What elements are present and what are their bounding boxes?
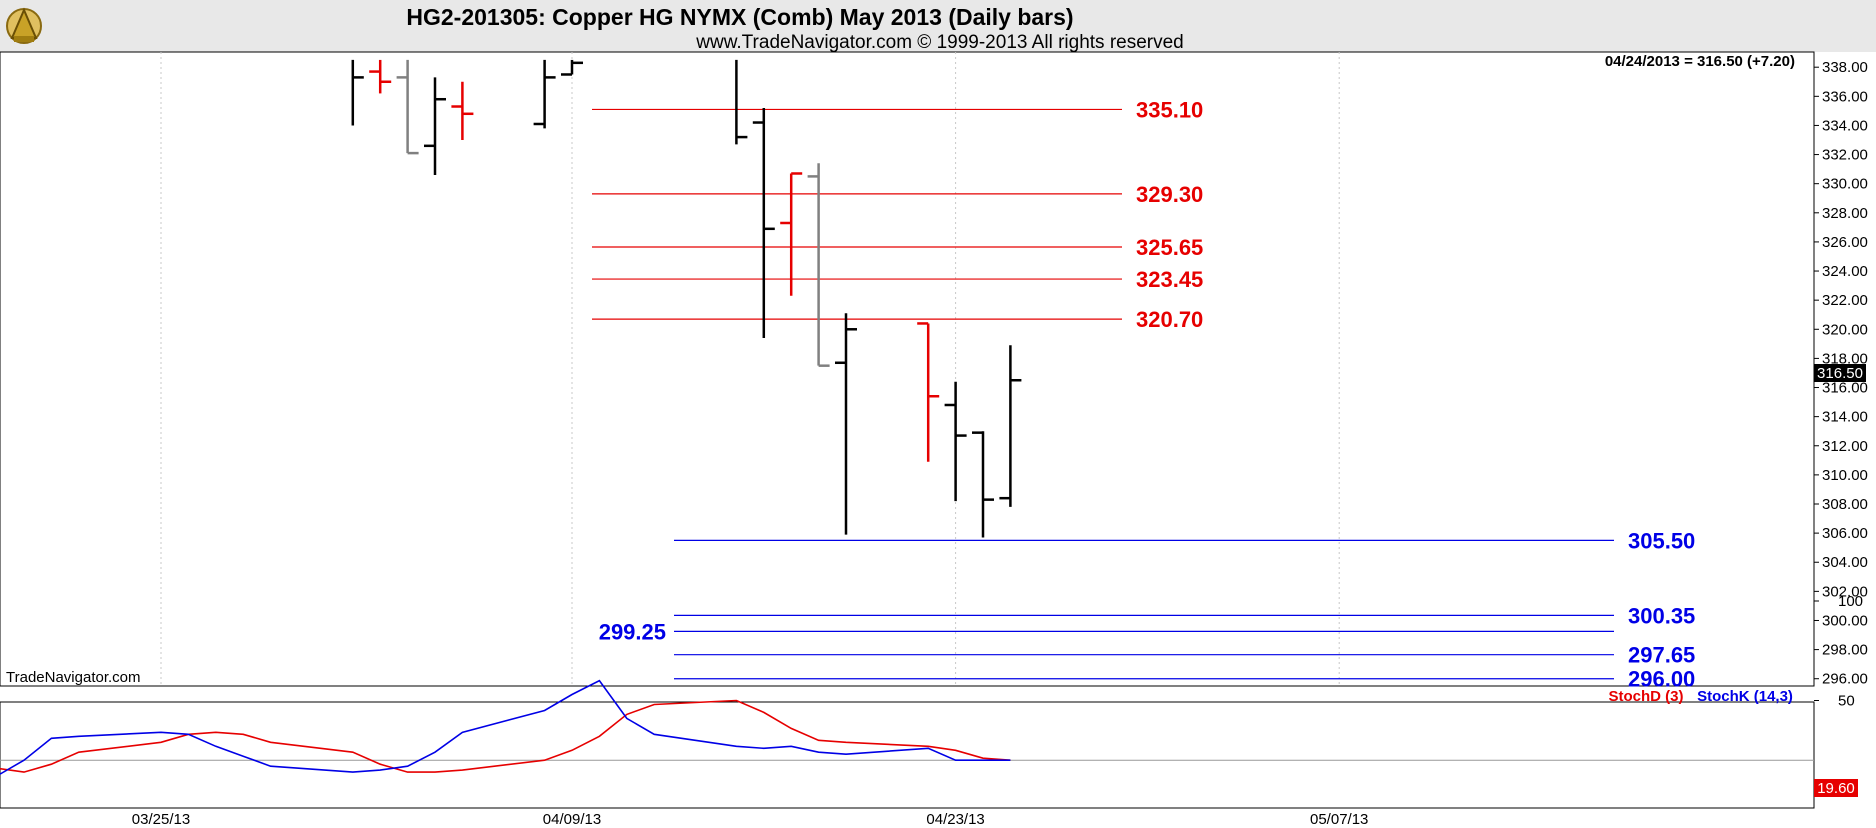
support-label: 299.25 (599, 619, 666, 644)
y-tick-label: 314.00 (1822, 409, 1868, 426)
ohlc-bar (917, 322, 940, 462)
y-tick-label: 324.00 (1822, 263, 1868, 280)
x-tick-label: 05/07/13 (1310, 811, 1368, 828)
y-tick-label: 334.00 (1822, 117, 1868, 134)
y-tick-label: 308.00 (1822, 496, 1868, 513)
ohlc-bar (451, 81, 474, 140)
legend-stochk: StochK (14,3) (1697, 688, 1793, 705)
header-band (0, 0, 1876, 52)
stochastic-panel: 03/25/13 04/09/13 04/23/13 05/07/13 100 50 (0, 593, 1863, 828)
y-tick-label: 322.00 (1822, 292, 1868, 309)
y-tick-label: 320.00 (1822, 321, 1868, 338)
ohlc-bar (561, 59, 583, 76)
y-tick-label: 332.00 (1822, 147, 1868, 164)
ohlc-bar (369, 59, 392, 94)
resistance-label: 329.30 (1136, 182, 1203, 207)
y-tick-label: 336.00 (1822, 88, 1868, 105)
stoch-series-line (0, 699, 1011, 773)
y-tick-label: 328.00 (1822, 205, 1868, 222)
y-tick-label: 304.00 (1822, 554, 1868, 571)
resistance-label: 335.10 (1136, 97, 1203, 122)
y-tick-label: 312.00 (1822, 438, 1868, 455)
price-tag: 316.50 (1814, 364, 1866, 382)
ohlc-bar (351, 59, 364, 126)
support-label: 305.50 (1628, 528, 1695, 553)
sextant-logo-icon (6, 7, 42, 44)
y-tick-label: 300.00 (1822, 612, 1868, 629)
watermark: TradeNavigator.com (6, 669, 141, 686)
ohlc-bar (944, 381, 967, 502)
ohlc-bar (972, 431, 994, 538)
stoch-tick-label: 100 (1838, 593, 1863, 610)
support-label: 297.65 (1628, 643, 1695, 668)
ohlc-bar (396, 59, 419, 155)
ohlc-bar (835, 313, 857, 535)
y-tick-label: 310.00 (1822, 467, 1868, 484)
resistance-label: 325.65 (1136, 235, 1203, 260)
last-price-note: 04/24/2013 = 316.50 (+7.20) (1605, 53, 1795, 70)
x-tick-label: 03/25/13 (132, 811, 190, 828)
chart-title: HG2-201305: Copper HG NYMX (Comb) May 20… (406, 4, 1073, 30)
support-label: 300.35 (1628, 603, 1695, 628)
ohlc-bar (735, 59, 748, 145)
copyright-notice: www.TradeNavigator.com © 1999-2013 All r… (695, 32, 1183, 53)
ohlc-bar (533, 59, 556, 129)
y-tick-label: 298.00 (1822, 642, 1868, 659)
svg-text:316.50: 316.50 (1817, 365, 1863, 382)
y-tick-label: 326.00 (1822, 234, 1868, 251)
ohlc-bar (424, 77, 446, 175)
x-tick-label: 04/23/13 (926, 811, 984, 828)
y-tick-label: 338.00 (1822, 59, 1868, 76)
stoch-series-line (0, 679, 1011, 776)
y-tick-label: 316.00 (1822, 380, 1868, 397)
resistance-label: 323.45 (1136, 267, 1203, 292)
price-plot-area (0, 51, 1815, 687)
stoch-value-tag: 19.60 (1814, 779, 1858, 797)
svg-text:19.60: 19.60 (1817, 780, 1855, 797)
y-tick-label: 330.00 (1822, 176, 1868, 193)
ohlc-bar (807, 163, 830, 367)
ohlc-bar (780, 172, 803, 296)
stoch-tick-label: 50 (1838, 693, 1855, 710)
y-tick-label: 318.00 (1822, 350, 1868, 367)
support-label: 296.00 (1628, 667, 1695, 692)
y-tick-label: 296.00 (1822, 671, 1868, 688)
resistance-label: 320.70 (1136, 307, 1203, 332)
x-tick-label: 04/09/13 (543, 811, 601, 828)
y-tick-label: 302.00 (1822, 583, 1868, 600)
legend-stochd: StochD (3) (1609, 688, 1684, 705)
ohlc-bar (752, 107, 775, 339)
price-panel: 338.00 336.00 334.00 332.00 330.00 328.00 326.… (0, 51, 1868, 692)
y-tick-label: 306.00 (1822, 525, 1868, 542)
ohlc-bar (999, 345, 1022, 507)
stoch-plot-area (0, 701, 1815, 809)
